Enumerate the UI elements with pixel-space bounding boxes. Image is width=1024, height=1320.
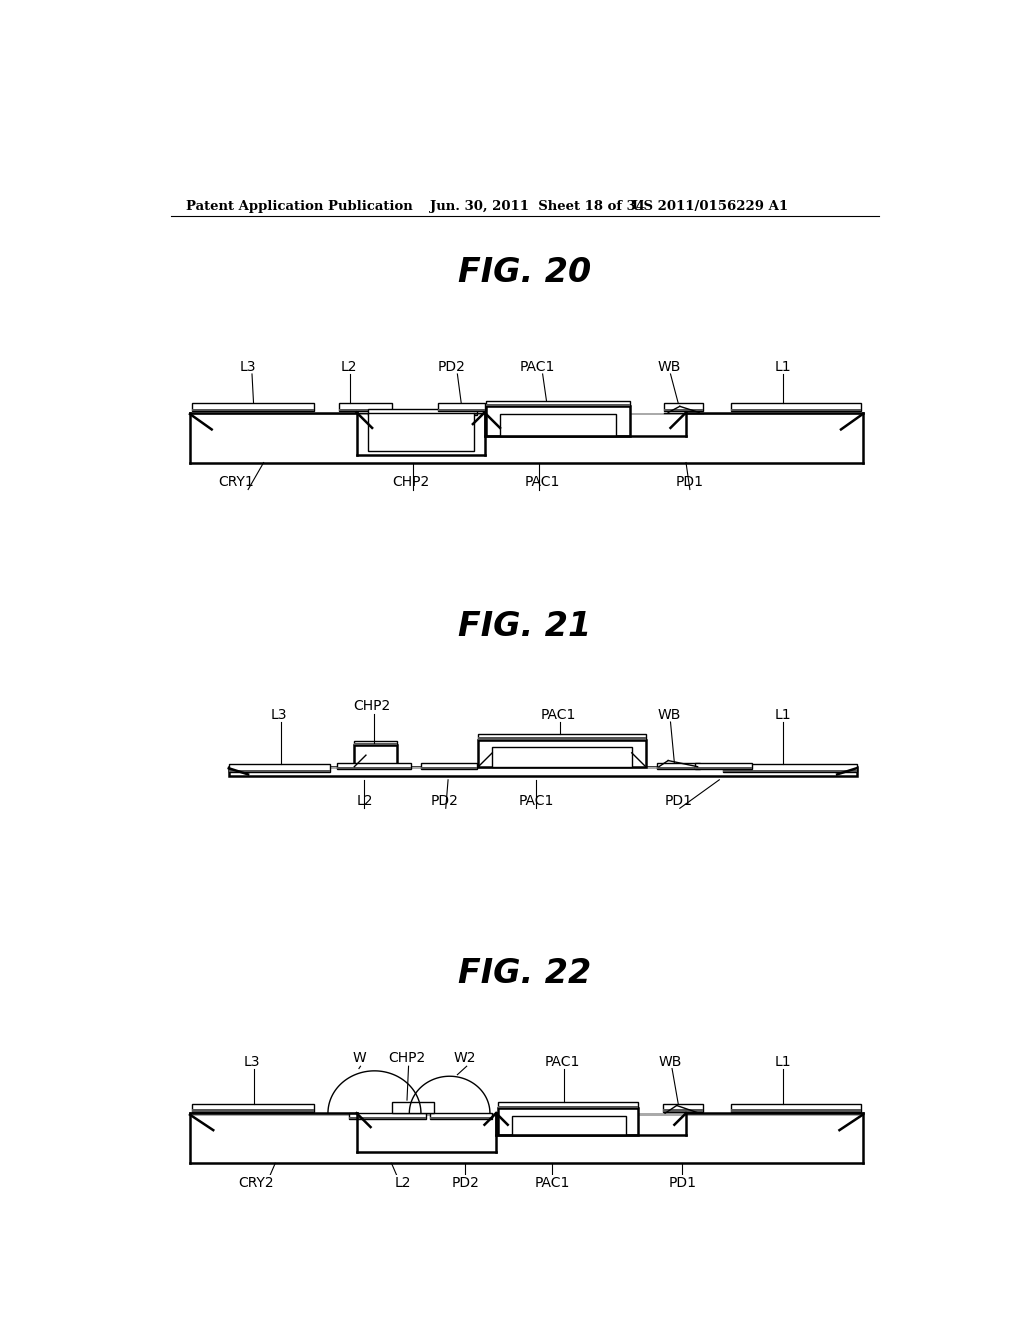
Text: L2: L2	[341, 360, 357, 374]
Text: PD1: PD1	[665, 795, 692, 808]
Bar	[478, 738, 646, 739]
Text: L2: L2	[356, 795, 373, 808]
Text: FIG. 21: FIG. 21	[458, 610, 592, 643]
Bar	[656, 767, 700, 770]
Bar	[731, 1109, 861, 1111]
Bar	[354, 743, 397, 744]
Text: US 2011/0156229 A1: US 2011/0156229 A1	[632, 199, 787, 213]
Bar	[191, 1104, 314, 1111]
Bar	[337, 767, 411, 770]
Bar	[421, 767, 477, 770]
Bar	[339, 404, 391, 411]
Bar	[493, 747, 632, 767]
Text: PAC1: PAC1	[545, 1055, 580, 1069]
Bar	[337, 763, 411, 770]
Bar	[663, 1109, 703, 1111]
Bar	[391, 1102, 434, 1113]
Bar	[486, 404, 630, 407]
Bar	[421, 763, 477, 770]
Text: CHP2: CHP2	[392, 475, 429, 490]
Bar	[665, 404, 703, 411]
Text: PAC1: PAC1	[535, 1176, 569, 1191]
Text: PAC1: PAC1	[541, 708, 575, 722]
Bar	[228, 767, 856, 770]
Bar	[665, 409, 703, 411]
Bar	[349, 1117, 426, 1119]
Bar	[478, 734, 646, 739]
Text: W: W	[352, 1051, 366, 1065]
Bar	[369, 409, 477, 414]
Text: CRY2: CRY2	[238, 1176, 273, 1191]
Bar	[228, 764, 330, 772]
Bar	[723, 764, 856, 772]
Text: L3: L3	[244, 1055, 260, 1069]
Bar	[190, 1113, 862, 1115]
Text: CHP2: CHP2	[388, 1051, 426, 1065]
Bar	[731, 409, 861, 411]
Bar	[486, 401, 630, 407]
Bar	[731, 1104, 861, 1111]
Text: PD1: PD1	[668, 1176, 696, 1191]
Bar	[499, 1102, 638, 1107]
Text: W2: W2	[454, 1051, 476, 1065]
Text: Patent Application Publication: Patent Application Publication	[186, 199, 413, 213]
Text: PAC1: PAC1	[519, 795, 554, 808]
Bar	[190, 1113, 862, 1163]
Text: L1: L1	[774, 360, 792, 374]
Bar	[190, 413, 862, 414]
Bar	[430, 1113, 493, 1119]
Text: L3: L3	[240, 360, 256, 374]
Text: L1: L1	[774, 708, 792, 722]
Bar	[438, 404, 484, 411]
Text: PD2: PD2	[430, 795, 458, 808]
Text: L3: L3	[271, 708, 288, 722]
Bar	[191, 404, 314, 411]
Bar	[354, 744, 397, 767]
Bar	[695, 763, 752, 770]
Bar	[228, 770, 330, 772]
Bar	[499, 1107, 638, 1135]
Bar	[731, 404, 861, 411]
Bar	[656, 763, 700, 770]
Bar	[349, 1113, 426, 1119]
Text: PD2: PD2	[438, 360, 466, 374]
Text: L2: L2	[395, 1176, 412, 1191]
Text: PAC1: PAC1	[525, 475, 560, 490]
Text: FIG. 22: FIG. 22	[458, 957, 592, 990]
Bar	[478, 739, 646, 767]
Bar	[723, 770, 856, 772]
Text: WB: WB	[658, 1055, 682, 1069]
Text: PD2: PD2	[452, 1176, 479, 1191]
Text: Jun. 30, 2011  Sheet 18 of 34: Jun. 30, 2011 Sheet 18 of 34	[430, 199, 645, 213]
Bar	[438, 409, 484, 411]
Bar	[695, 767, 752, 770]
Text: L1: L1	[774, 1055, 792, 1069]
Bar	[191, 409, 314, 411]
Text: WB: WB	[657, 708, 681, 722]
Bar	[369, 413, 477, 414]
Bar	[339, 409, 391, 411]
Text: CRY1: CRY1	[219, 475, 254, 490]
Bar	[228, 767, 856, 776]
Text: WB: WB	[657, 360, 681, 374]
Bar	[500, 414, 616, 436]
Bar	[430, 1117, 493, 1119]
Bar	[354, 742, 397, 744]
Bar	[663, 1104, 703, 1111]
Text: PAC1: PAC1	[519, 360, 555, 374]
Bar	[369, 412, 474, 451]
Bar	[190, 413, 862, 462]
Bar	[486, 407, 630, 436]
Text: CHP2: CHP2	[353, 698, 391, 713]
Bar	[191, 1109, 314, 1111]
Text: PD1: PD1	[676, 475, 703, 490]
Bar	[499, 1106, 638, 1107]
Bar	[512, 1115, 626, 1135]
Text: FIG. 20: FIG. 20	[458, 256, 592, 289]
